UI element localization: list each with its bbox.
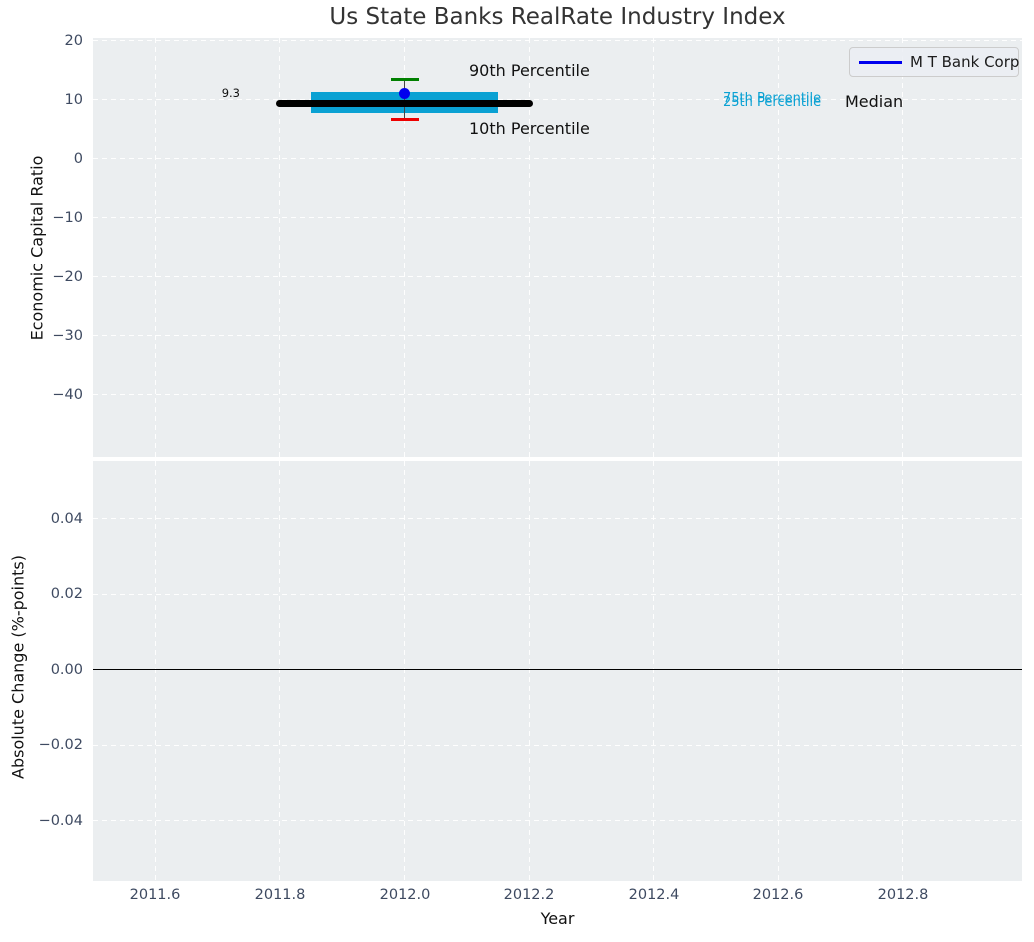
xtick-2012-6: 2012.6 (752, 887, 804, 903)
median-annotation: Median (845, 92, 904, 111)
xtick-2012-4: 2012.4 (628, 887, 680, 903)
gridline-h (93, 276, 1022, 277)
bot-ytick-n004: −0.04 (38, 813, 83, 829)
top-ytick-20: 20 (64, 33, 83, 49)
gridline-v (653, 461, 655, 881)
gridline-h (93, 99, 1022, 100)
top-ytick-10: 10 (64, 92, 83, 108)
p25-annotation: 25th Percentile (723, 95, 822, 110)
xtick-2012-0: 2012.0 (379, 887, 431, 903)
gridline-v (777, 38, 779, 457)
xtick-2011-8: 2011.8 (254, 887, 306, 903)
gridline-v (404, 38, 405, 457)
bot-ytick-n002: −0.02 (38, 737, 83, 753)
gridline-h (93, 394, 1022, 395)
p75-annotation: 75th Percentile (723, 91, 822, 106)
zero-line (93, 668, 1022, 671)
p10-cap (390, 117, 419, 122)
gridline-h (93, 593, 1022, 595)
top-ytick-n20: −20 (52, 269, 83, 285)
gridline-v (653, 38, 655, 457)
p10-annotation: 10th Percentile (469, 119, 590, 138)
gridline-h (93, 217, 1022, 218)
gridline-h (93, 158, 1022, 159)
top-y-axis-label: Economic Capital Ratio (27, 155, 47, 341)
top-ytick-n40: −40 (52, 387, 83, 403)
legend-line-sample-icon (859, 61, 902, 64)
top-axes (93, 38, 1022, 457)
bot-ytick-002: 0.02 (50, 586, 83, 602)
gridline-h (93, 518, 1022, 519)
gridline-v (279, 38, 281, 457)
median-line (276, 100, 533, 108)
gridline-v (777, 461, 779, 881)
gridline-v (154, 38, 156, 457)
gridline-v (154, 461, 156, 881)
gridline-v (404, 461, 405, 881)
top-ytick-n10: −10 (52, 210, 83, 226)
gridline-v (902, 38, 904, 457)
x-axis-label: Year (540, 909, 575, 928)
gridline-h (93, 40, 1022, 41)
p90-annotation: 90th Percentile (469, 61, 590, 80)
bot-ytick-000: 0.00 (50, 662, 83, 678)
gridline-v (528, 461, 530, 881)
bot-ytick-004: 0.04 (50, 511, 83, 527)
legend: M T Bank Corp (849, 47, 1019, 77)
gridline-v (279, 461, 281, 881)
xtick-2011-6: 2011.6 (129, 887, 181, 903)
gridline-v (902, 461, 904, 881)
bottom-axes (93, 461, 1022, 881)
median-value-annotation: 9.3 (221, 86, 240, 100)
gridline-h (93, 335, 1022, 336)
gridline-v (528, 38, 530, 457)
top-ytick-n30: −30 (52, 328, 83, 344)
xtick-2012-8: 2012.8 (877, 887, 929, 903)
chart-title: Us State Banks RealRate Industry Index (329, 4, 786, 30)
whisker-stem (403, 79, 406, 120)
gridline-h (93, 744, 1022, 746)
company-point (399, 87, 410, 99)
legend-entry-label: M T Bank Corp (910, 53, 1020, 71)
top-ytick-0: 0 (73, 151, 83, 167)
xtick-2012-2: 2012.2 (503, 887, 555, 903)
p90-cap (390, 77, 419, 82)
gridline-h (93, 820, 1022, 821)
